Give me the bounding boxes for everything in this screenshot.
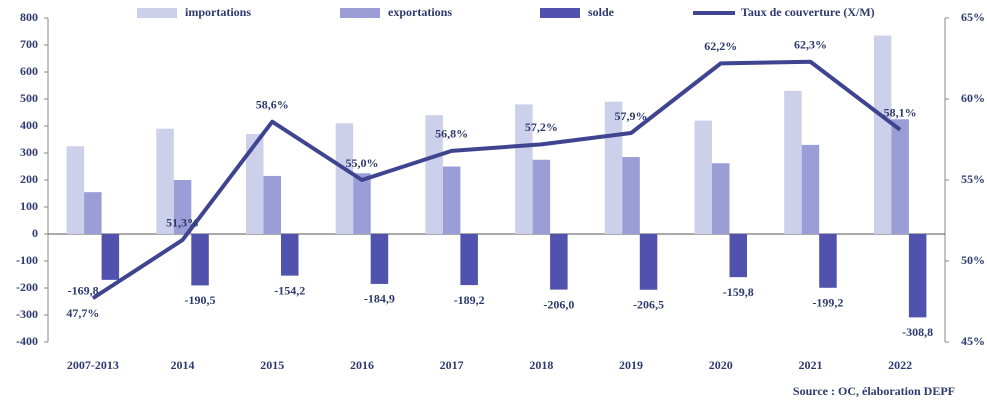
bar [263,175,281,234]
line-data-label: 58,1% [884,106,917,120]
legend-label: importations [185,5,251,19]
line-series [91,59,902,300]
bar [370,234,389,284]
y-tick-label: 600 [20,64,38,78]
legend-swatch [137,8,177,18]
bar [425,115,443,234]
line-data-label: 58,6% [256,97,289,111]
y-tick-label: -200 [16,280,38,294]
y2-tick-label: 55% [961,172,985,186]
x-tick-label: 2015 [260,358,284,372]
x-tick-label: 2017 [440,358,464,372]
line-data-label: 62,3% [794,37,827,51]
bar [819,234,837,288]
legend-label: exportations [388,5,452,19]
y-tick-label: -300 [16,307,38,321]
bar [66,146,85,234]
bar [873,35,892,234]
legend-label: Taux de couverture (X/M) [741,5,875,19]
bar [532,159,551,234]
y-tick-label: 700 [20,37,38,51]
legend-swatch [540,8,580,18]
y2-tick-label: 50% [961,253,985,267]
data-label: -159,8 [723,285,754,299]
bar [353,173,371,234]
data-label: -169,8 [68,284,99,298]
data-label: -206,5 [633,298,664,312]
line-data-label: 47,7% [66,306,99,320]
line-data-label: 57,2% [525,120,558,134]
x-tick-label: 2021 [798,358,822,372]
bar [515,104,533,235]
data-label: -154,2 [274,283,305,297]
y-tick-label: 800 [20,10,38,24]
line-data-label: 55,0% [345,156,378,170]
bar [622,157,640,234]
bar [550,234,568,290]
data-label: -184,9 [364,292,395,306]
y-tick-label: -100 [16,253,38,267]
y2-tick-label: 45% [961,334,985,348]
legend-swatch [340,8,380,18]
x-tick-label: 2018 [529,358,553,372]
bar [784,90,802,235]
x-tick-label: 2007-2013 [67,358,119,372]
bar [639,234,658,290]
bar [246,134,264,234]
data-label: -199,2 [812,296,843,310]
bar [442,166,461,234]
bar [84,192,102,234]
x-tick-label: 2014 [171,358,195,372]
bar [908,234,927,318]
line-data-label: 56,8% [435,127,468,141]
bar [460,234,478,286]
bar [191,234,209,286]
line-data-label: 57,9% [615,109,648,123]
y2-tick-label: 60% [961,91,985,105]
x-tick-label: 2022 [888,358,912,372]
y-tick-label: 0 [32,226,38,240]
bar [694,120,712,234]
bar [712,163,730,234]
x-tick-label: 2016 [350,358,374,372]
bar [801,144,820,234]
y-tick-label: 300 [20,145,38,159]
data-label: -308,8 [902,325,933,339]
bar [281,234,299,276]
y-tick-label: -400 [16,334,38,348]
data-label: -189,2 [454,293,485,307]
y-tick-label: 200 [20,172,38,186]
line-data-label: 62,2% [704,39,737,53]
bar [173,180,192,234]
bar [156,128,174,234]
y-tick-label: 400 [20,118,38,132]
y-tick-label: 500 [20,91,38,105]
legend-label: solde [588,5,615,19]
x-tick-label: 2020 [709,358,733,372]
bar [335,123,354,234]
y2-tick-label: 65% [961,10,985,24]
y-tick-label: 100 [20,199,38,213]
bar [101,234,120,280]
line-data-label: 51,3% [166,216,199,230]
x-tick-label: 2019 [619,358,643,372]
bar [891,119,909,234]
bar [729,234,747,278]
source-note: Source : OC, élaboration DEPF [793,384,955,398]
data-label: -206,0 [543,297,574,311]
data-label: -190,5 [185,293,216,307]
